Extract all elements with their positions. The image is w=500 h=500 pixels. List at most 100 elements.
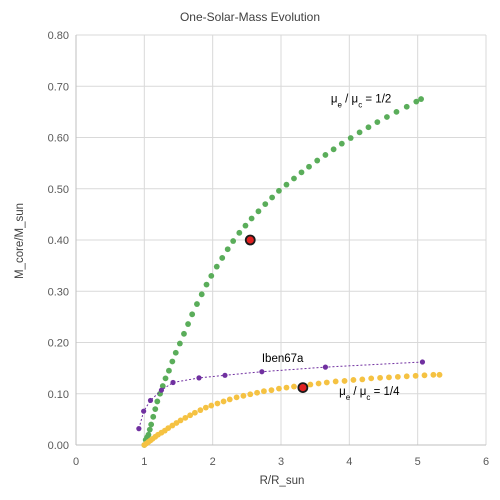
data-point: [393, 108, 400, 115]
data-point: [148, 421, 155, 428]
data-point: [307, 381, 314, 388]
data-point: [222, 372, 228, 378]
data-point: [182, 414, 189, 421]
data-point: [255, 208, 262, 215]
y-tick-label: 0.10: [48, 389, 69, 401]
data-point: [172, 349, 179, 356]
data-point: [214, 400, 221, 407]
y-tick-label: 0.20: [48, 338, 69, 350]
x-axis-label: R/R_sun: [260, 475, 305, 487]
y-tick-label: 0.70: [48, 81, 69, 93]
data-point: [189, 311, 196, 318]
data-point: [248, 215, 255, 222]
data-point: [314, 157, 321, 164]
data-point: [403, 103, 410, 110]
y-tick-label: 0.00: [48, 440, 69, 452]
data-point: [196, 375, 202, 381]
x-tick-label: 4: [346, 456, 352, 468]
data-point: [213, 263, 220, 270]
x-tick-label: 1: [141, 456, 147, 468]
data-point: [276, 385, 282, 392]
data-point: [254, 389, 260, 396]
data-point: [208, 272, 215, 279]
data-point: [187, 412, 194, 419]
chart-title: One-Solar-Mass Evolution: [180, 10, 320, 24]
data-point: [269, 194, 276, 201]
annotations: μe / μc = 1/2 μe / μc = 1/4 Iben67a: [262, 94, 400, 402]
data-point: [359, 376, 366, 383]
data-point: [418, 96, 424, 102]
y-tick-label: 0.80: [48, 30, 69, 42]
x-tick-label: 6: [483, 456, 489, 468]
annotation-quarter: μe / μc = 1/4: [339, 386, 400, 402]
data-point: [338, 140, 345, 147]
data-point: [332, 378, 339, 385]
annotation-iben: Iben67a: [262, 353, 304, 365]
data-point: [202, 404, 209, 411]
data-point: [236, 229, 243, 236]
data-point: [166, 367, 172, 374]
series-group: [244, 234, 309, 394]
data-point: [365, 124, 372, 131]
data-point: [377, 374, 383, 381]
data-point: [262, 201, 269, 208]
data-point: [185, 321, 191, 327]
data-point: [230, 238, 237, 244]
data-point: [374, 119, 381, 126]
data-point: [162, 375, 169, 382]
data-point: [247, 391, 254, 398]
data-point: [194, 301, 200, 307]
data-point: [150, 413, 157, 420]
data-point: [403, 373, 410, 380]
data-point: [159, 383, 166, 389]
data-point: [283, 181, 290, 188]
data-point: [219, 255, 226, 261]
data-point: [394, 373, 401, 380]
data-point: [306, 163, 312, 170]
data-point: [203, 281, 210, 288]
y-axis-label: M_core/M_sun: [14, 203, 26, 279]
data-point: [368, 375, 375, 382]
x-tick-label: 2: [210, 456, 216, 468]
data-point: [298, 169, 305, 176]
data-point: [421, 372, 428, 379]
data-point: [347, 135, 354, 141]
data-point: [386, 374, 392, 381]
data-point: [158, 387, 165, 393]
data-point: [220, 398, 227, 405]
data-point: [315, 380, 322, 387]
series-line: [138, 361, 423, 429]
data-point: [141, 408, 147, 414]
series-group: [141, 371, 443, 448]
y-tick-label: 0.30: [48, 286, 69, 298]
data-point: [341, 378, 348, 384]
data-point: [322, 152, 329, 158]
x-tick-label: 0: [73, 456, 79, 468]
data-point: [226, 396, 233, 403]
data-point: [192, 409, 198, 416]
data-point: [145, 431, 152, 438]
data-point: [177, 417, 184, 424]
data-point: [181, 330, 187, 337]
highlight-point: [297, 382, 309, 394]
series-layer: [136, 96, 443, 448]
data-point: [176, 340, 183, 347]
data-point: [169, 358, 176, 365]
data-point: [412, 372, 419, 379]
data-point: [198, 291, 205, 298]
data-point: [146, 426, 153, 433]
data-point: [350, 377, 357, 383]
data-point: [147, 397, 154, 404]
data-point: [419, 359, 426, 365]
y-tick-label: 0.60: [48, 133, 69, 145]
data-point: [430, 371, 437, 378]
data-point: [154, 398, 161, 405]
data-point: [384, 114, 390, 120]
y-tick-label: 0.40: [48, 235, 69, 247]
data-point: [240, 392, 247, 399]
x-tick-label: 3: [278, 456, 284, 468]
data-point: [152, 406, 159, 413]
data-point: [291, 383, 297, 390]
data-point: [283, 384, 290, 391]
